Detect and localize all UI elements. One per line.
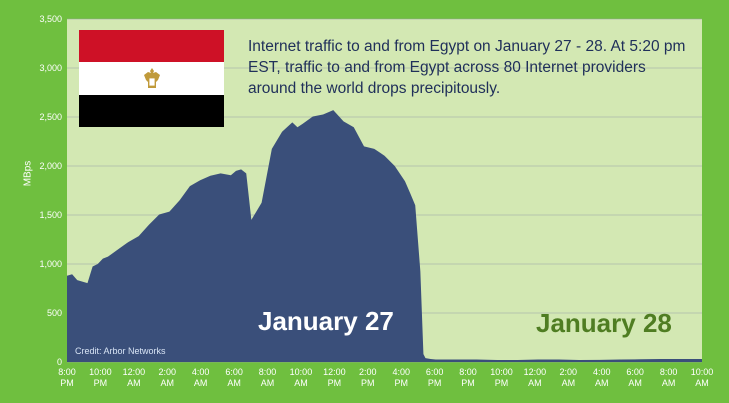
y-tick-label: 1,500 bbox=[39, 210, 62, 220]
x-tick-label: 4:00 AM bbox=[192, 367, 210, 388]
x-tick-label: 12:00 AM bbox=[524, 367, 547, 388]
y-axis-label: MBps bbox=[22, 160, 34, 187]
y-tick-label: 0 bbox=[57, 357, 62, 367]
x-tick-label: 6:00 AM bbox=[626, 367, 644, 388]
chart-annotation: Internet traffic to and from Egypt on Ja… bbox=[248, 38, 686, 97]
x-tick-label: 10:00 PM bbox=[89, 367, 112, 388]
credit-text: Credit: Arbor Networks bbox=[75, 346, 166, 356]
x-tick-label: 8:00 PM bbox=[58, 367, 76, 388]
flag-black-stripe bbox=[79, 94, 224, 127]
y-tick-label: 3,500 bbox=[39, 14, 62, 24]
x-tick-label: 8:00 PM bbox=[459, 367, 477, 388]
x-tick-label: 6:00 PM bbox=[426, 367, 444, 388]
x-tick-label: 2:00 PM bbox=[359, 367, 377, 388]
x-tick-label: 4:00 AM bbox=[593, 367, 611, 388]
eagle-emblem-icon bbox=[144, 68, 160, 88]
day2-label: January 28 bbox=[536, 308, 672, 338]
y-tick-label: 1,000 bbox=[39, 259, 62, 269]
egypt-flag bbox=[79, 30, 224, 127]
flag-red-stripe bbox=[79, 30, 224, 63]
x-tick-label: 2:00 AM bbox=[560, 367, 578, 388]
x-tick-label: 10:00 PM bbox=[490, 367, 513, 388]
x-tick-label: 12:00 AM bbox=[123, 367, 146, 388]
y-tick-label: 2,000 bbox=[39, 161, 62, 171]
x-tick-label: 12:00 PM bbox=[323, 367, 346, 388]
traffic-area-series bbox=[67, 110, 702, 362]
day1-label: January 27 bbox=[258, 306, 394, 336]
x-tick-label: 4:00 PM bbox=[392, 367, 410, 388]
x-tick-label: 6:00 AM bbox=[225, 367, 243, 388]
y-tick-label: 500 bbox=[47, 308, 62, 318]
x-tick-label: 10:00 AM bbox=[290, 367, 313, 388]
y-tick-label: 3,000 bbox=[39, 63, 62, 73]
y-axis-ticks: 0 500 1,000 1,500 2,000 2,500 3,000 3,500 bbox=[39, 14, 62, 367]
x-tick-label: 2:00 AM bbox=[158, 367, 176, 388]
x-axis-ticks: 8:00 PM 10:00 PM 12:00 AM 2:00 AM 4:00 AM 6:00 AM 8:… bbox=[58, 367, 713, 388]
y-tick-label: 2,500 bbox=[39, 112, 62, 122]
x-tick-label: 8:00 AM bbox=[259, 367, 277, 388]
x-tick-label: 8:00 AM bbox=[660, 367, 678, 388]
x-tick-label: 10:00 AM bbox=[691, 367, 714, 388]
